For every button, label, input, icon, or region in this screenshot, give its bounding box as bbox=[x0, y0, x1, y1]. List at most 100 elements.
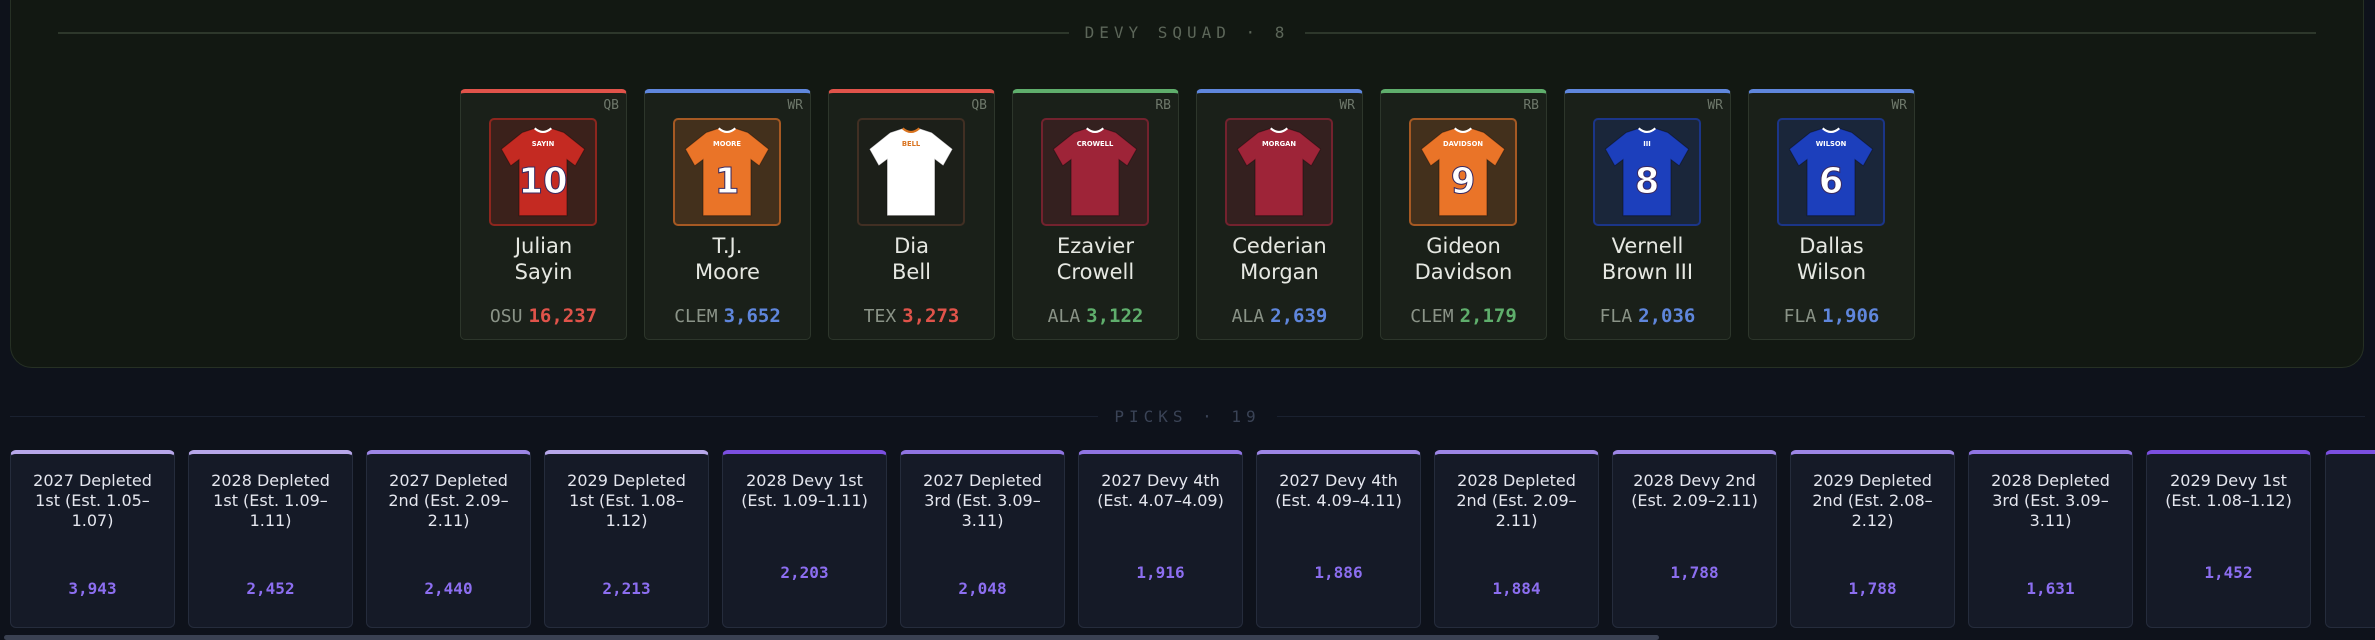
pick-label: 2027 Depleted 3rd (Est. 3.09–3.11) bbox=[923, 471, 1042, 530]
pick-label: 2029 Depleted 2nd (Est. 2.08–2.12) bbox=[1812, 471, 1933, 530]
last-name: Davidson bbox=[1414, 260, 1513, 284]
pick-card[interactable]: 2028 Depleted 2nd (Est. 2.09–2.11) 1,884 bbox=[1434, 450, 1599, 628]
pick-card[interactable]: 2028 Devy 2nd (Est. 2.09–2.11) 1,788 bbox=[1612, 450, 1777, 628]
pick-value: 1,788 bbox=[1848, 579, 1897, 598]
player-card[interactable]: WR MORGAN Cederian Morgan ALA 2,639 bbox=[1196, 89, 1363, 340]
devy-header: DEVY SQUAD · 8 bbox=[58, 23, 2316, 42]
pick-card-partial[interactable] bbox=[2325, 450, 2375, 628]
player-meta: CLEM 2,179 bbox=[1381, 305, 1546, 327]
player-card[interactable]: WR WILSON 6 Dallas Wilson FLA 1,906 bbox=[1748, 89, 1915, 340]
jersey-box: CROWELL bbox=[1041, 118, 1149, 226]
school: CLEM bbox=[1410, 306, 1454, 327]
school: ALA bbox=[1047, 306, 1081, 327]
position: RB bbox=[1155, 98, 1171, 113]
jersey-number: 6 bbox=[1819, 161, 1844, 202]
pick-card[interactable]: 2027 Depleted 1st (Est. 1.05–1.07) 3,943 bbox=[10, 450, 175, 628]
player-card[interactable]: WR MOORE 1 T.J. Moore CLEM 3,652 bbox=[644, 89, 811, 340]
first-name: Julian bbox=[514, 234, 573, 258]
player-meta: ALA 2,639 bbox=[1197, 305, 1362, 327]
school: FLA bbox=[1599, 306, 1633, 327]
pick-label: 2028 Depleted 3rd (Est. 3.09–3.11) bbox=[1991, 471, 2110, 530]
pick-card[interactable]: 2027 Depleted 2nd (Est. 2.09–2.11) 2,440 bbox=[366, 450, 531, 628]
jersey-name: BELL bbox=[902, 140, 921, 148]
pick-label: 2028 Devy 1st (Est. 1.09–1.11) bbox=[741, 471, 868, 510]
jersey-collar bbox=[717, 127, 737, 133]
first-name: Dia bbox=[894, 234, 929, 258]
pick-value: 1,916 bbox=[1136, 563, 1185, 582]
divider bbox=[1305, 31, 2316, 34]
position: WR bbox=[1707, 98, 1723, 113]
pick-card[interactable]: 2028 Depleted 1st (Est. 1.09–1.11) 2,452 bbox=[188, 450, 353, 628]
jersey-box: SAYIN 10 bbox=[489, 118, 597, 226]
jersey-collar bbox=[901, 127, 921, 133]
jersey: DAVIDSON 9 bbox=[1420, 127, 1506, 217]
pick-value: 2,213 bbox=[602, 579, 651, 598]
jersey-box: III 8 bbox=[1593, 118, 1701, 226]
pick-card[interactable]: 2029 Depleted 1st (Est. 1.08–1.12) 2,213 bbox=[544, 450, 709, 628]
jersey: MORGAN bbox=[1236, 127, 1322, 217]
jersey: MOORE 1 bbox=[684, 127, 770, 217]
player-card[interactable]: QB BELL Dia Bell TEX 3,273 bbox=[828, 89, 995, 340]
section-title: DEVY SQUAD · 8 bbox=[1084, 23, 1290, 42]
jersey-box: MORGAN bbox=[1225, 118, 1333, 226]
player-card[interactable]: RB DAVIDSON 9 Gideon Davidson CLEM 2,179 bbox=[1380, 89, 1547, 340]
last-name: Wilson bbox=[1796, 260, 1867, 284]
jersey-box: BELL bbox=[857, 118, 965, 226]
scrollbar[interactable] bbox=[4, 635, 1659, 640]
pick-value: 2,452 bbox=[246, 579, 295, 598]
pick-card[interactable]: 2029 Depleted 2nd (Est. 2.08–2.12) 1,788 bbox=[1790, 450, 1955, 628]
jersey-name: III bbox=[1643, 140, 1651, 148]
divider bbox=[58, 31, 1069, 34]
jersey: III 8 bbox=[1604, 127, 1690, 217]
picks-header: PICKS · 19 bbox=[10, 407, 2366, 426]
first-name: Gideon bbox=[1426, 234, 1501, 258]
jersey-collar bbox=[533, 127, 553, 133]
pick-card[interactable]: 2028 Depleted 3rd (Est. 3.09–3.11) 1,631 bbox=[1968, 450, 2133, 628]
pick-card[interactable]: 2027 Devy 4th (Est. 4.07–4.09) 1,916 bbox=[1078, 450, 1243, 628]
pick-card[interactable]: 2027 Devy 4th (Est. 4.09–4.11) 1,886 bbox=[1256, 450, 1421, 628]
position: RB bbox=[1523, 98, 1539, 113]
jersey-name: DAVIDSON bbox=[1443, 140, 1483, 148]
pick-value: 1,631 bbox=[2026, 579, 2075, 598]
player-meta: OSU 16,237 bbox=[461, 305, 626, 327]
jersey-name: CROWELL bbox=[1077, 140, 1114, 148]
pick-card[interactable]: 2027 Depleted 3rd (Est. 3.09–3.11) 2,048 bbox=[900, 450, 1065, 628]
position: WR bbox=[1339, 98, 1355, 113]
school: OSU bbox=[489, 306, 523, 327]
school: CLEM bbox=[674, 306, 718, 327]
first-name: Vernell bbox=[1611, 234, 1684, 258]
player-value: 1,906 bbox=[1822, 305, 1880, 327]
position: WR bbox=[1891, 98, 1907, 113]
divider bbox=[10, 416, 1099, 417]
pick-label: 2027 Devy 4th (Est. 4.09–4.11) bbox=[1275, 471, 1402, 510]
school: ALA bbox=[1231, 306, 1265, 327]
player-value: 2,036 bbox=[1638, 305, 1696, 327]
jersey-number: 1 bbox=[715, 161, 740, 202]
jersey-collar bbox=[1269, 127, 1289, 133]
position: QB bbox=[603, 98, 619, 113]
pick-card[interactable]: 2028 Devy 1st (Est. 1.09–1.11) 2,203 bbox=[722, 450, 887, 628]
jersey-name: WILSON bbox=[1816, 140, 1847, 148]
pick-label: 2027 Devy 4th (Est. 4.07–4.09) bbox=[1097, 471, 1224, 510]
pick-value: 2,440 bbox=[424, 579, 473, 598]
player-card[interactable]: WR III 8 Vernell Brown III FLA 2,036 bbox=[1564, 89, 1731, 340]
pick-value: 1,452 bbox=[2204, 563, 2253, 582]
jersey: BELL bbox=[868, 127, 954, 217]
last-name: Morgan bbox=[1240, 260, 1319, 284]
player-card[interactable]: RB CROWELL Ezavier Crowell ALA 3,122 bbox=[1012, 89, 1179, 340]
player-meta: ALA 3,122 bbox=[1013, 305, 1178, 327]
last-name: Crowell bbox=[1056, 260, 1135, 284]
pick-card[interactable]: 2029 Devy 1st (Est. 1.08–1.12) 1,452 bbox=[2146, 450, 2311, 628]
player-card[interactable]: QB SAYIN 10 Julian Sayin OSU 16,237 bbox=[460, 89, 627, 340]
pick-label: 2027 Depleted 2nd (Est. 2.09–2.11) bbox=[388, 471, 509, 530]
pick-value: 2,203 bbox=[780, 563, 829, 582]
pick-value: 2,048 bbox=[958, 579, 1007, 598]
divider bbox=[1276, 416, 2366, 417]
jersey-box: DAVIDSON 9 bbox=[1409, 118, 1517, 226]
pick-label: 2028 Devy 2nd (Est. 2.09–2.11) bbox=[1631, 471, 1758, 510]
first-name: T.J. bbox=[712, 234, 743, 258]
player-meta: TEX 3,273 bbox=[829, 305, 994, 327]
jersey-collar bbox=[1453, 127, 1473, 133]
jersey-box: MOORE 1 bbox=[673, 118, 781, 226]
